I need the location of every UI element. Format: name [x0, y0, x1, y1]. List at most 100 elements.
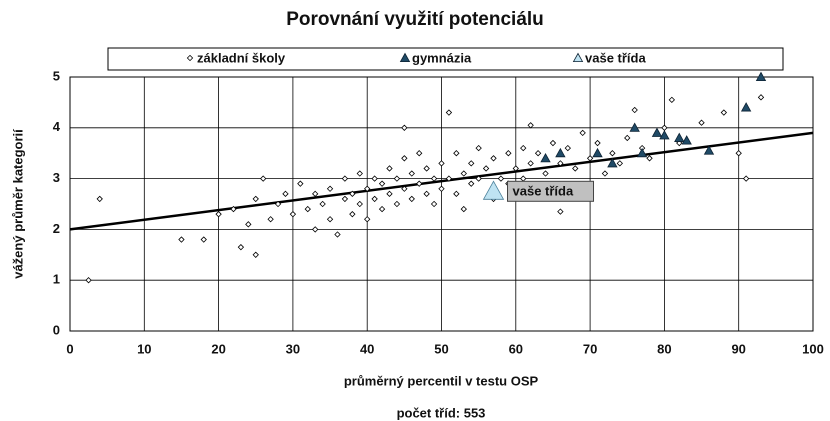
point [312, 190, 319, 198]
y-tick-label: 2 [53, 221, 60, 236]
point [698, 119, 705, 126]
point [624, 134, 631, 142]
point [260, 175, 267, 182]
y-tick-label: 3 [53, 170, 60, 185]
point [540, 152, 551, 163]
point [609, 150, 616, 157]
point [594, 139, 601, 147]
point [341, 195, 349, 203]
legend-label: gymnázia [412, 50, 472, 65]
point [482, 180, 505, 200]
point [349, 190, 356, 198]
point [646, 155, 653, 162]
point [505, 150, 512, 157]
point [592, 147, 603, 158]
point [636, 147, 648, 158]
x-tick-label: 70 [583, 341, 597, 356]
point [371, 175, 378, 182]
point [267, 216, 274, 223]
point [703, 145, 715, 155]
point [616, 160, 623, 167]
y-tick-label: 1 [53, 272, 60, 287]
point [572, 165, 579, 172]
y-axis-label: vážený průměr kategorií [10, 129, 25, 279]
legend-label: základní školy [197, 50, 286, 65]
point [230, 205, 237, 213]
point [430, 200, 438, 208]
point [96, 195, 103, 203]
point [393, 175, 401, 182]
y-tick-label: 5 [53, 68, 60, 83]
point [527, 122, 534, 129]
point [490, 155, 497, 162]
point [453, 150, 460, 157]
point [371, 195, 378, 203]
point [215, 210, 222, 218]
point [326, 216, 334, 223]
point [430, 175, 438, 182]
point [512, 165, 519, 172]
point [282, 190, 289, 198]
point [497, 175, 505, 182]
point [364, 216, 371, 223]
point [356, 200, 363, 208]
point [349, 210, 356, 218]
point [245, 221, 252, 228]
point [297, 180, 304, 187]
point [341, 175, 349, 182]
point [527, 160, 534, 167]
x-tick-label: 90 [731, 341, 745, 356]
x-tick-label: 0 [66, 341, 73, 356]
trend-line [69, 131, 814, 231]
annotation-box [507, 180, 595, 202]
y-tick-label: 0 [53, 322, 60, 337]
chart-title: Porovnání využití potenciálu [286, 9, 544, 30]
point [438, 160, 445, 167]
point [423, 190, 430, 198]
legend-box [107, 47, 784, 71]
point [445, 109, 453, 116]
point [579, 129, 586, 137]
x-tick-label: 20 [211, 341, 225, 356]
point [659, 130, 670, 140]
point [386, 165, 393, 172]
point [564, 144, 571, 152]
y-tick-label: 4 [53, 119, 61, 134]
point [557, 208, 564, 215]
footer: počet tříd: 553 [397, 405, 486, 420]
point [549, 139, 557, 147]
annotation: vaše třída [513, 184, 574, 199]
point [629, 122, 640, 132]
point [386, 190, 393, 198]
point [607, 158, 618, 168]
point [475, 144, 482, 152]
point [401, 155, 408, 162]
point [401, 185, 408, 192]
legend-label: vaše třída [585, 50, 646, 65]
legend-marker [399, 52, 411, 62]
point [252, 195, 259, 203]
point [85, 277, 92, 284]
point [651, 127, 663, 137]
point [674, 132, 685, 142]
point [416, 180, 423, 187]
point [534, 150, 542, 157]
point [453, 190, 460, 198]
point [237, 244, 245, 251]
point [555, 147, 566, 158]
point [356, 170, 363, 177]
point [364, 185, 371, 192]
point [601, 170, 609, 177]
point [178, 236, 185, 243]
point [740, 102, 752, 112]
point [668, 96, 675, 104]
point [460, 170, 467, 177]
x-tick-label: 40 [360, 341, 374, 356]
point [757, 94, 765, 101]
legend-marker [572, 52, 584, 62]
point [378, 180, 386, 187]
x-tick-label: 30 [286, 341, 300, 356]
point [468, 160, 475, 167]
point [401, 124, 408, 131]
